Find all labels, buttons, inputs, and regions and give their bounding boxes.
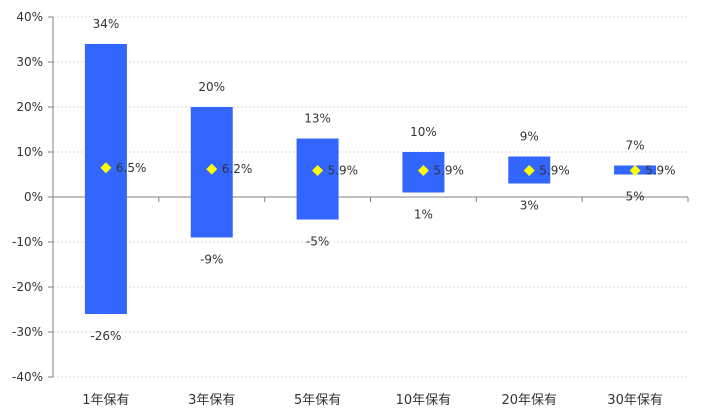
low-label: 3%	[520, 199, 539, 213]
low-label: -9%	[200, 253, 223, 267]
y-tick-label: 40%	[16, 10, 43, 24]
category-label: 3年保有	[188, 393, 235, 408]
category-label: 30年保有	[607, 393, 663, 408]
marker-label: 5.9%	[539, 163, 570, 177]
high-label: 7%	[626, 139, 645, 153]
y-tick-labels: -40% -30% -20% -10% 0% 10% 20% 30% 40%	[12, 10, 43, 384]
y-tick-label: 30%	[16, 55, 43, 69]
range-bar	[296, 138, 339, 220]
high-label: 20%	[198, 80, 225, 94]
high-label: 13%	[304, 112, 331, 126]
axes	[52, 17, 688, 377]
y-tick-label: -10%	[12, 235, 43, 249]
low-label: 1%	[414, 208, 433, 222]
marker-diamond	[417, 164, 429, 176]
grid-lines	[48, 16, 689, 378]
low-label: -26%	[90, 329, 121, 343]
category-label: 10年保有	[396, 393, 452, 408]
low-label: 5%	[626, 190, 645, 204]
marker-diamond	[312, 164, 324, 176]
high-label: 34%	[93, 17, 120, 31]
y-tick-label: -30%	[12, 325, 43, 339]
y-tick-label: 0%	[24, 190, 43, 204]
y-tick-label: -20%	[12, 280, 43, 294]
category-label: 20年保有	[501, 393, 557, 408]
marker-label: 5.9%	[328, 163, 359, 177]
marker-label: 5.9%	[433, 163, 464, 177]
marker-diamond	[523, 164, 535, 176]
range-bars	[84, 44, 657, 314]
marker-diamond	[206, 163, 218, 175]
y-tick-label: 10%	[16, 145, 43, 159]
high-label: 9%	[520, 130, 539, 144]
range-bar	[84, 44, 127, 314]
data-labels: 34% -26% 6.5% 20% -9% 6.2% 13% -5% 5.9% 10% 1% 5.9%…	[90, 17, 675, 343]
category-label: 1年保有	[82, 393, 129, 408]
marker-label: 6.2%	[222, 162, 253, 176]
marker-diamond	[629, 164, 641, 176]
high-label: 10%	[410, 125, 437, 139]
marker-diamond	[100, 162, 112, 174]
y-tick-label: 20%	[16, 100, 43, 114]
category-labels: 1年保有 3年保有 5年保有 10年保有 20年保有 30年保有	[82, 393, 663, 408]
marker-label: 6.5%	[116, 161, 146, 175]
category-label: 5年保有	[294, 393, 341, 408]
marker-points	[100, 162, 641, 176]
low-label: -5%	[306, 235, 329, 249]
marker-label: 5.9%	[645, 163, 676, 177]
y-tick-label: -40%	[12, 370, 43, 384]
